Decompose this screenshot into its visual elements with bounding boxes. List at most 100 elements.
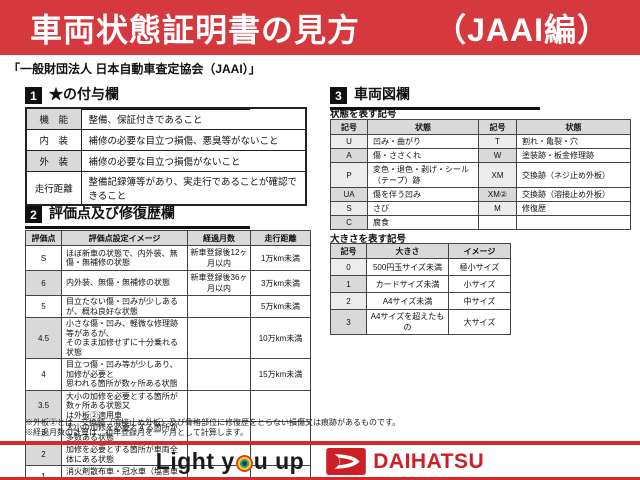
size-image: 大サイズ — [448, 309, 511, 335]
page-title: 車両状態証明書の見方 — [30, 11, 361, 48]
state-symbol: XM — [478, 162, 517, 188]
state-symbol: C — [330, 215, 368, 230]
section1-number-badge: 1 — [25, 87, 42, 104]
table-row: C 腐食 — [330, 215, 631, 230]
criteria-desc: 整備、保証付きであること — [80, 107, 307, 130]
table-row: 0 500円玉サイズ未満 極小サイズ — [330, 258, 511, 276]
light-you-up-logo: Light y u up — [156, 448, 304, 475]
footnote-line: ※外板②とは、交換跡（溶接止め外板）及び骨格部位に修復歴をとらない損傷又は痕跡が… — [25, 418, 401, 427]
col-header: 評価点 — [25, 230, 62, 246]
eval-score: 4.5 — [25, 317, 62, 359]
table-row: P 変色・退色・剥げ・シール（テープ）跡 XM 交換跡（ネジ止め外板） — [330, 162, 631, 188]
table-row: 4.5 小さな傷・凹み、軽微な修理跡等があるが、 そのまま加修せずに十分乗れる状… — [25, 317, 311, 359]
table-row: 外 装 補修の必要な目立つ損傷がないこと — [25, 149, 307, 172]
table-row: 3 A4サイズを超えたもの 大サイズ — [330, 309, 511, 335]
eval-distance: 5万km未満 — [250, 295, 311, 318]
size-symbol: 1 — [330, 275, 367, 293]
section2-title: 評価点及び修復歴欄 — [49, 205, 175, 221]
size-image: 中サイズ — [448, 292, 511, 310]
state-symbol: S — [330, 201, 368, 216]
col-header: 評価点設定イメージ — [61, 230, 188, 246]
slogan-text-right: u up — [253, 448, 305, 474]
eval-distance: 15万km未満 — [250, 358, 311, 391]
size-desc: 500円玉サイズ未満 — [366, 258, 449, 276]
state-symbol: P — [330, 162, 368, 188]
state-symbol: UA — [330, 187, 368, 202]
eval-months — [187, 295, 251, 318]
daihatsu-wordmark: DAIHATSU — [373, 449, 485, 473]
eval-months: 新車登録後12ヶ月以内 — [187, 245, 251, 271]
table-row: U 凹み・曲がり T 割れ・亀裂・穴 — [330, 134, 631, 149]
state-desc: 傷を伴う凹み — [367, 187, 479, 202]
eval-score: 6 — [25, 270, 62, 296]
state-desc: 交換跡（ネジ止め外板） — [516, 162, 631, 188]
section2-number-badge: 2 — [25, 206, 42, 223]
criteria-label: 内 装 — [25, 128, 82, 151]
criteria-label: 機 能 — [25, 107, 82, 130]
table-row: 6 内外装、無傷・無補修の状態 新車登録後36ヶ月以内 3万km未満 — [25, 270, 311, 296]
table-row: 機 能 整備、保証付きであること — [25, 107, 307, 130]
table-row: 1 消火剤散布車・冠水車（塩害車を含む） — [25, 465, 311, 480]
eval-desc: 小さな傷・凹み、軽微な修理跡等があるが、 そのまま加修せずに十分乗れる状態 — [61, 317, 188, 359]
state-desc: 凹み・曲がり — [367, 134, 479, 149]
state-symbol: W — [478, 148, 517, 163]
col-header: 大きさ — [366, 243, 449, 259]
daihatsu-d-mark-icon — [326, 448, 367, 475]
eval-months — [187, 358, 251, 391]
table-row: 4 目立つ傷・凹み等が少しあり、加修が必要と 思われる箇所が数ヶ所ある状態 15… — [25, 358, 311, 391]
state-symbol: XM② — [478, 187, 517, 202]
state-desc: 割れ・亀裂・穴 — [516, 134, 631, 149]
state-symbol: U — [330, 134, 368, 149]
size-symbols-caption: 大きさを表す記号 — [330, 234, 407, 245]
section3-title: 車両図欄 — [354, 86, 410, 102]
criteria-label: 外 装 — [25, 149, 82, 172]
table-row: UA 傷を伴う凹み XM② 交換跡（溶接止め外板） — [330, 187, 631, 202]
eval-distance: 3万km未満 — [250, 270, 311, 296]
eval-desc: ほぼ新車の状態で、内外装、無傷・無補修の状態 — [61, 245, 188, 271]
section3-header: 3 車両図欄 — [330, 84, 540, 110]
state-symbol — [478, 215, 517, 230]
size-image: 極小サイズ — [448, 258, 511, 276]
col-header: 経過月数 — [187, 230, 251, 246]
table-row: 5 目立たない傷・凹みが少しあるが、概ね良好な状態 5万km未満 — [25, 295, 311, 318]
eval-desc: 目立たない傷・凹みが少しあるが、概ね良好な状態 — [61, 295, 188, 318]
eval-score: 3.5 — [25, 389, 62, 422]
eval-desc: 大小の加修を必要とする箇所が数ヶ所ある状態又 は外板②適用車 — [61, 389, 188, 422]
table-header-row: 記号 大きさ イメージ — [330, 243, 511, 259]
state-desc: 交換跡（溶接止め外板） — [516, 187, 631, 202]
footnotes: ※外板②とは、交換跡（溶接止め外板）及び骨格部位に修復歴をとらない損傷又は痕跡が… — [25, 418, 400, 438]
daihatsu-logo: DAIHATSU — [326, 448, 484, 475]
evaluation-table: 評価点 評価点設定イメージ 経過月数 走行距離 S ほぼ新車の状態で、内外装、無… — [25, 230, 311, 480]
section1-title: ★の付与欄 — [49, 86, 119, 102]
state-symbols-table: 記号 状態 記号 状態 U 凹み・曲がり T 割れ・亀裂・穴 A 傷・ささくれ … — [330, 119, 631, 230]
col-header: 状態 — [367, 119, 479, 135]
size-symbol: 0 — [330, 258, 367, 276]
star-criteria-table: 機 能 整備、保証付きであること 内 装 補修の必要な目立つ損傷、悪臭等がないこ… — [25, 107, 307, 206]
eval-months — [187, 317, 251, 359]
eval-score: S — [25, 245, 62, 271]
state-desc: 傷・ささくれ — [367, 148, 479, 163]
criteria-desc: 補修の必要な目立つ損傷がないこと — [80, 149, 307, 172]
eval-score: 5 — [25, 295, 62, 318]
size-desc: A4サイズを超えたもの — [366, 309, 449, 335]
state-desc: 腐食 — [367, 215, 479, 230]
table-header-row: 評価点 評価点設定イメージ 経過月数 走行距離 — [25, 230, 311, 246]
table-row: 2 A4サイズ未満 中サイズ — [330, 292, 511, 310]
state-desc — [516, 215, 631, 230]
size-symbols-table: 記号 大きさ イメージ 0 500円玉サイズ未満 極小サイズ 1 カードサイズ未… — [330, 243, 511, 335]
table-row: S さび M 修復歴 — [330, 201, 631, 216]
table-row: S ほぼ新車の状態で、内外装、無傷・無補修の状態 新車登録後12ヶ月以内 1万k… — [25, 245, 311, 271]
eval-desc: 内外装、無傷・無補修の状態 — [61, 270, 188, 296]
size-symbol: 2 — [330, 292, 367, 310]
criteria-label: 走行距離 — [25, 170, 82, 205]
organization-subtitle: 「一般財団法人 日本自動車査定協会（JAAI）」 — [8, 62, 261, 76]
title-banner: 車両状態証明書の見方 （JAAI編） — [0, 0, 640, 55]
eval-distance — [250, 389, 311, 422]
state-desc: さび — [367, 201, 479, 216]
size-symbol: 3 — [330, 309, 367, 335]
eval-score: 4 — [25, 358, 62, 391]
red-divider-line — [0, 441, 640, 445]
size-desc: カードサイズ未満 — [366, 275, 449, 293]
col-header: イメージ — [448, 243, 511, 259]
table-row: 走行距離 整備記録簿等があり、実走行であることが確認できること — [25, 170, 307, 205]
